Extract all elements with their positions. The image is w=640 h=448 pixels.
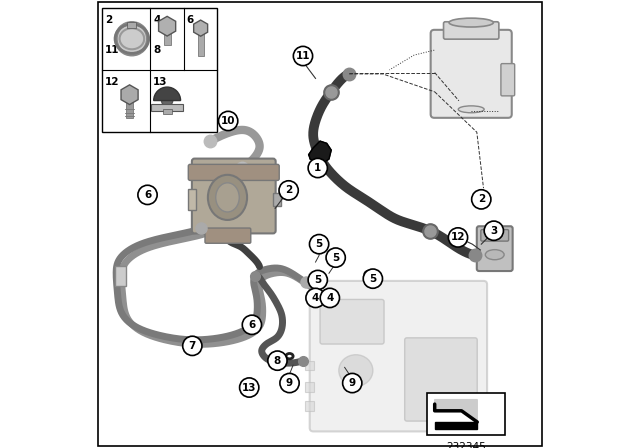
FancyBboxPatch shape	[444, 22, 499, 39]
Ellipse shape	[449, 18, 493, 27]
Circle shape	[182, 336, 202, 356]
FancyBboxPatch shape	[501, 64, 515, 96]
Circle shape	[268, 351, 287, 370]
Text: 5: 5	[314, 275, 321, 285]
Bar	[305, 382, 314, 392]
Bar	[188, 189, 196, 210]
Text: 4: 4	[312, 293, 319, 303]
Text: 10: 10	[221, 116, 236, 126]
Bar	[102, 8, 218, 132]
Circle shape	[293, 46, 312, 65]
Text: 12: 12	[105, 78, 120, 87]
Circle shape	[280, 374, 299, 392]
Text: 2: 2	[105, 15, 112, 25]
Bar	[164, 25, 171, 46]
Text: 5: 5	[316, 239, 323, 249]
Circle shape	[326, 248, 346, 267]
Bar	[127, 22, 136, 28]
FancyBboxPatch shape	[320, 299, 384, 344]
Circle shape	[243, 315, 262, 334]
Text: 2: 2	[285, 185, 292, 195]
Circle shape	[308, 270, 328, 289]
Bar	[273, 193, 281, 207]
Bar	[427, 393, 505, 435]
Wedge shape	[154, 87, 180, 100]
FancyBboxPatch shape	[404, 338, 477, 421]
Polygon shape	[435, 422, 477, 429]
Text: 9: 9	[349, 378, 356, 388]
Text: 5: 5	[332, 253, 339, 263]
Text: 8: 8	[274, 356, 281, 366]
Circle shape	[306, 289, 325, 307]
Text: 5: 5	[369, 274, 376, 284]
Text: 9: 9	[286, 378, 293, 388]
Ellipse shape	[458, 106, 484, 113]
Ellipse shape	[120, 28, 144, 49]
Text: 1: 1	[314, 163, 321, 173]
Bar	[305, 361, 314, 370]
Text: 6: 6	[248, 320, 255, 330]
Text: 11: 11	[296, 51, 310, 61]
Circle shape	[279, 181, 298, 200]
Text: 6: 6	[187, 15, 194, 25]
Bar	[115, 266, 127, 286]
FancyBboxPatch shape	[188, 164, 279, 181]
Text: 4: 4	[153, 15, 161, 25]
Bar	[198, 27, 204, 56]
Bar	[163, 109, 172, 114]
Text: 8: 8	[153, 45, 160, 55]
Text: 3: 3	[490, 226, 497, 236]
Circle shape	[239, 378, 259, 397]
Bar	[305, 401, 314, 411]
Text: 13: 13	[153, 78, 168, 87]
Text: 4: 4	[326, 293, 333, 303]
Ellipse shape	[161, 95, 173, 106]
Text: 13: 13	[242, 383, 257, 392]
Ellipse shape	[208, 175, 247, 220]
Text: 11: 11	[105, 45, 120, 55]
Text: 12: 12	[451, 233, 465, 242]
Circle shape	[342, 374, 362, 392]
Circle shape	[218, 111, 238, 131]
Circle shape	[310, 235, 329, 254]
Bar	[126, 92, 133, 118]
Ellipse shape	[339, 355, 373, 386]
FancyBboxPatch shape	[192, 159, 276, 233]
Circle shape	[484, 221, 504, 240]
Ellipse shape	[216, 183, 239, 212]
FancyBboxPatch shape	[205, 228, 251, 243]
Bar	[152, 104, 183, 111]
Circle shape	[472, 190, 491, 209]
Polygon shape	[435, 400, 477, 422]
Text: 6: 6	[144, 190, 151, 200]
Circle shape	[308, 158, 328, 177]
Circle shape	[449, 228, 468, 247]
FancyBboxPatch shape	[310, 281, 487, 431]
Circle shape	[138, 185, 157, 204]
Text: 7: 7	[189, 341, 196, 351]
Ellipse shape	[485, 250, 504, 260]
Polygon shape	[308, 141, 332, 164]
Text: 232345: 232345	[446, 442, 486, 448]
FancyBboxPatch shape	[431, 30, 512, 118]
FancyBboxPatch shape	[481, 229, 509, 241]
FancyBboxPatch shape	[477, 226, 513, 271]
Text: 2: 2	[477, 194, 485, 204]
Circle shape	[320, 289, 339, 307]
Circle shape	[364, 269, 383, 289]
